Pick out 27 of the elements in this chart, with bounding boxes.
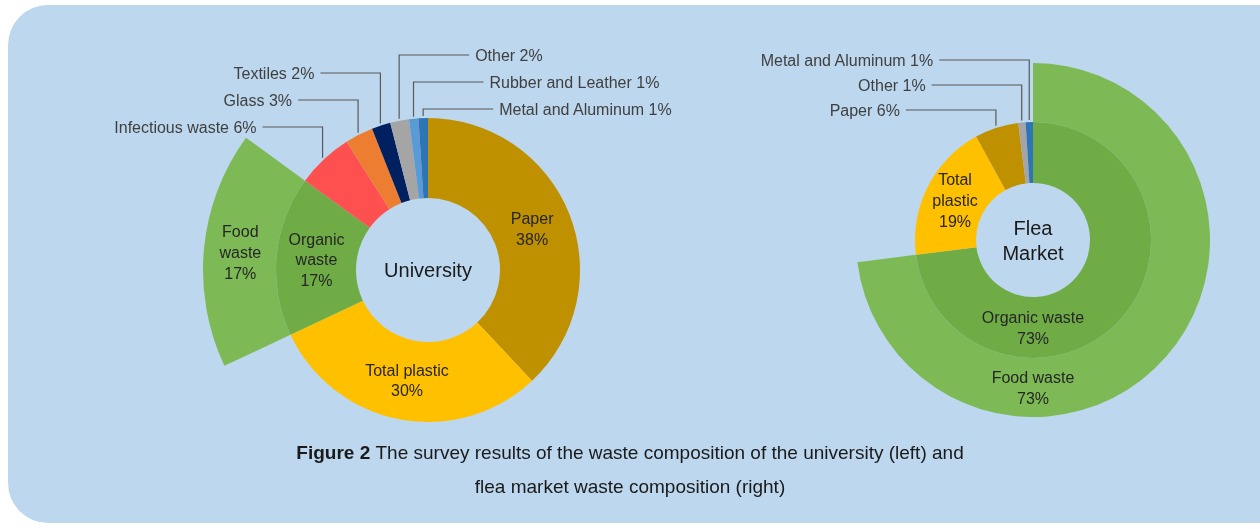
- slice-label: Rubber and Leather 1%: [489, 73, 660, 91]
- slice-label: Organic waste: [288, 230, 345, 268]
- text: University: [384, 259, 472, 281]
- slice-label: Other 2%: [475, 46, 543, 64]
- data-label: 73%: [1016, 389, 1050, 407]
- slice-label: Food waste: [218, 222, 262, 261]
- slice-label: Metal and Aluminum 1%: [499, 100, 672, 118]
- data-label: 73%: [1016, 329, 1050, 347]
- slice-label: Total plastic: [932, 170, 978, 209]
- slice-label: Metal and Aluminum 1%: [760, 51, 934, 69]
- slice-label: Glass 3%: [223, 91, 293, 109]
- slice-label: Other 1%: [858, 76, 926, 94]
- slice-label: Organic waste: [981, 308, 1085, 326]
- data-label: 19%: [939, 212, 972, 230]
- slice-label: Paper: [510, 209, 555, 227]
- slice-label: Infectious waste 6%: [114, 118, 257, 136]
- text: Flea Market: [1002, 216, 1064, 264]
- data-label: 17%: [224, 264, 257, 282]
- caption: Figure 2: [296, 442, 372, 463]
- slice-label: Food waste: [991, 368, 1075, 386]
- data-label: 30%: [391, 381, 424, 399]
- slice-label: Total plastic: [365, 361, 449, 379]
- slice-label: Paper 6%: [829, 101, 900, 119]
- slice-label: Textiles 2%: [233, 64, 315, 82]
- data-label: 38%: [516, 230, 549, 248]
- text: The survey results of the waste composition of the university (left) and flea market waste composition (right): [375, 442, 964, 497]
- data-label: 17%: [300, 271, 333, 289]
